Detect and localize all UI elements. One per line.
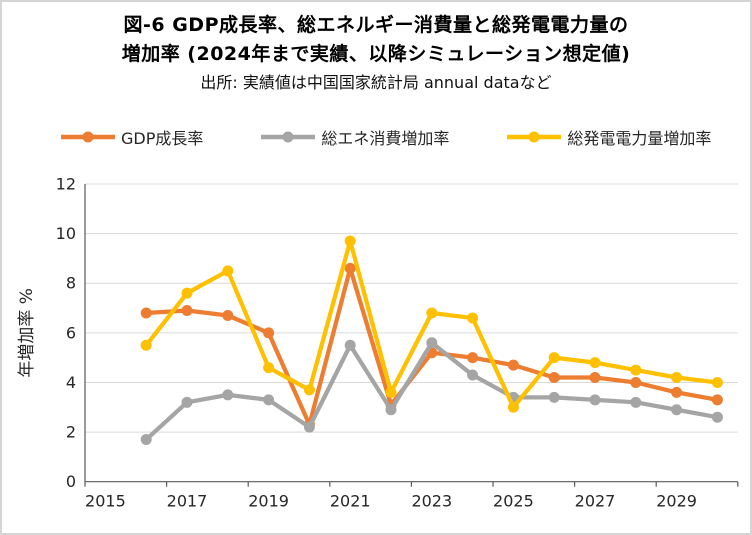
y-tick-label-6: 6 bbox=[66, 323, 76, 342]
data-point-s1-2019 bbox=[263, 394, 275, 406]
legend-item-electricity: 総発電電力量増加率 bbox=[506, 125, 711, 149]
data-point-s1-2023 bbox=[426, 337, 438, 349]
data-point-s1-2022 bbox=[385, 404, 397, 416]
legend-label-electricity: 総発電電力量増加率 bbox=[567, 129, 712, 148]
data-point-s0-2018 bbox=[222, 309, 234, 321]
data-point-s1-2024 bbox=[467, 369, 479, 381]
data-point-s2-2029 bbox=[671, 372, 683, 384]
data-point-s1-2021 bbox=[344, 339, 356, 351]
legend-label-energy: 総エネ消費増加率 bbox=[321, 129, 450, 148]
data-point-s2-2022 bbox=[385, 386, 397, 398]
data-point-s1-2017 bbox=[181, 396, 193, 408]
title-block: 図-6 GDP成長率、総エネルギー消費量と総発電電力量の 増加率 (2024年ま… bbox=[0, 11, 752, 96]
data-point-s0-2028 bbox=[630, 376, 642, 388]
x-tick-label-2023: 2023 bbox=[411, 492, 452, 511]
data-point-s2-2018 bbox=[222, 265, 234, 277]
gdp-line-marker-icon bbox=[61, 131, 115, 143]
chart-title-line2: 増加率 (2024年まで実績、以降シミュレーション想定値) bbox=[121, 43, 631, 65]
x-tick-label-2015: 2015 bbox=[85, 492, 126, 511]
data-point-s0-2016 bbox=[140, 307, 152, 319]
x-tick-label-2019: 2019 bbox=[248, 492, 289, 511]
legend-label-gdp: GDP成長率 bbox=[121, 129, 204, 148]
y-tick-label-10: 10 bbox=[56, 224, 76, 243]
y-tick-label-2: 2 bbox=[66, 423, 76, 442]
data-point-s2-2030 bbox=[711, 376, 723, 388]
x-tick-label-2017: 2017 bbox=[167, 492, 208, 511]
data-point-s1-2029 bbox=[671, 404, 683, 416]
data-point-s0-2021 bbox=[344, 262, 356, 274]
legend-item-gdp: GDP成長率 bbox=[60, 125, 203, 149]
data-point-s0-2029 bbox=[671, 386, 683, 398]
data-point-s2-2028 bbox=[630, 364, 642, 376]
data-point-s2-2026 bbox=[548, 352, 560, 364]
data-point-s2-2024 bbox=[467, 312, 479, 324]
y-tick-label-0: 0 bbox=[66, 472, 76, 491]
data-point-s2-2027 bbox=[589, 357, 601, 369]
data-point-s1-2027 bbox=[589, 394, 601, 406]
data-point-s0-2024 bbox=[467, 352, 479, 364]
data-point-s1-2028 bbox=[630, 396, 642, 408]
data-point-s2-2019 bbox=[263, 362, 275, 374]
x-tick-label-2025: 2025 bbox=[493, 492, 534, 511]
y-axis-title: 年増加率 % bbox=[17, 288, 37, 378]
y-tick-label-8: 8 bbox=[66, 274, 76, 293]
electricity-line-marker-icon bbox=[507, 131, 562, 143]
legend-item-energy: 総エネ消費増加率 bbox=[260, 125, 449, 149]
data-point-s2-2016 bbox=[140, 339, 152, 351]
x-tick-label-2021: 2021 bbox=[330, 492, 371, 511]
y-tick-label-4: 4 bbox=[66, 373, 76, 392]
x-tick-label-2027: 2027 bbox=[575, 492, 616, 511]
data-point-s1-2016 bbox=[140, 434, 152, 446]
data-point-s2-2021 bbox=[344, 235, 356, 247]
data-point-s0-2019 bbox=[263, 327, 275, 339]
data-point-s1-2018 bbox=[222, 389, 234, 401]
x-tick-label-2029: 2029 bbox=[656, 492, 697, 511]
data-point-s1-2026 bbox=[548, 391, 560, 403]
data-point-s0-2025 bbox=[507, 359, 519, 371]
data-point-s0-2026 bbox=[548, 372, 560, 384]
data-point-s2-2020 bbox=[303, 384, 315, 396]
chart-title-line1: 図-6 GDP成長率、総エネルギー消費量と総発電電力量の bbox=[123, 14, 629, 36]
data-point-s0-2030 bbox=[711, 394, 723, 406]
data-point-s2-2025 bbox=[507, 401, 519, 413]
energy-line-marker-icon bbox=[261, 131, 316, 143]
y-tick-label-12: 12 bbox=[56, 175, 76, 194]
data-point-s0-2017 bbox=[181, 305, 193, 317]
chart-source-note: 出所: 実績値は中国国家統計局 annual dataなど bbox=[200, 73, 552, 92]
data-point-s2-2017 bbox=[181, 287, 193, 299]
chart-legend: GDP成長率 総エネ消費増加率 総発電電力量増加率 bbox=[0, 125, 752, 149]
data-point-s0-2027 bbox=[589, 372, 601, 384]
data-point-s1-2030 bbox=[711, 411, 723, 423]
data-point-s2-2023 bbox=[426, 307, 438, 319]
data-point-s1-2020 bbox=[303, 421, 315, 433]
